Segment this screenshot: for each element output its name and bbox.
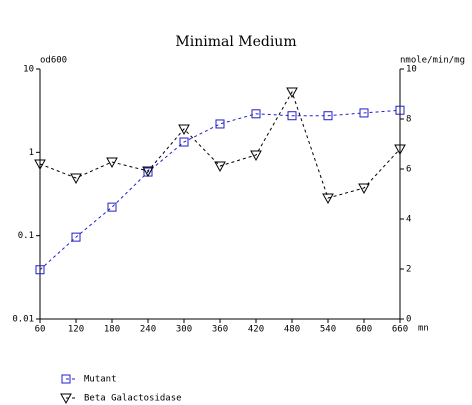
marker [106,157,118,169]
series-line [39,109,401,271]
x-tick-label: 480 [284,325,300,335]
marker [323,111,333,121]
y-tick-label: 0.01 [12,315,34,325]
y2-tick-label: 4 [406,215,411,225]
marker [35,265,45,275]
y-tick-label: 1 [29,148,34,158]
marker [178,124,190,136]
chart-title: Minimal Medium [175,34,296,50]
x-tick-label: 180 [104,325,120,335]
y-axis-label: od600 [40,56,67,66]
x-tick-label: 420 [248,325,264,335]
marker [251,109,261,119]
marker [359,108,369,118]
marker [286,87,298,99]
legend-label: Beta Galactosidase [84,394,182,404]
x-tick-label: 60 [35,325,46,335]
marker [142,166,154,178]
x-tick-label: 240 [140,325,156,335]
marker [250,150,262,162]
marker [215,119,225,129]
marker [179,137,189,147]
marker [71,232,81,242]
series-line [39,90,401,199]
x-tick-label: 360 [212,325,228,335]
legend-label: Mutant [84,375,117,385]
y2-axis-label: nmole/min/mg [400,56,465,66]
marker [70,173,82,185]
marker [394,144,406,156]
x-tick-label: 120 [68,325,84,335]
marker [107,202,117,212]
marker [214,161,226,173]
marker [287,111,297,121]
y-tick-label: 0.1 [18,231,34,241]
legend-marker [60,393,72,405]
x-tick-label: 660 [392,325,408,335]
x-tick-label: 300 [176,325,192,335]
marker [322,193,334,205]
x-tick-label: 540 [320,325,336,335]
marker [34,159,46,171]
marker [395,105,405,115]
y-tick-label: 10 [23,65,34,75]
y2-tick-label: 8 [406,115,411,125]
y2-tick-label: 10 [406,65,417,75]
legend-marker [61,374,71,384]
y2-tick-label: 6 [406,165,411,175]
y2-tick-label: 2 [406,265,411,275]
x-tick-label: 600 [356,325,372,335]
y2-tick-label: 0 [406,315,411,325]
marker [358,183,370,195]
x-axis-label: mn [418,324,429,334]
